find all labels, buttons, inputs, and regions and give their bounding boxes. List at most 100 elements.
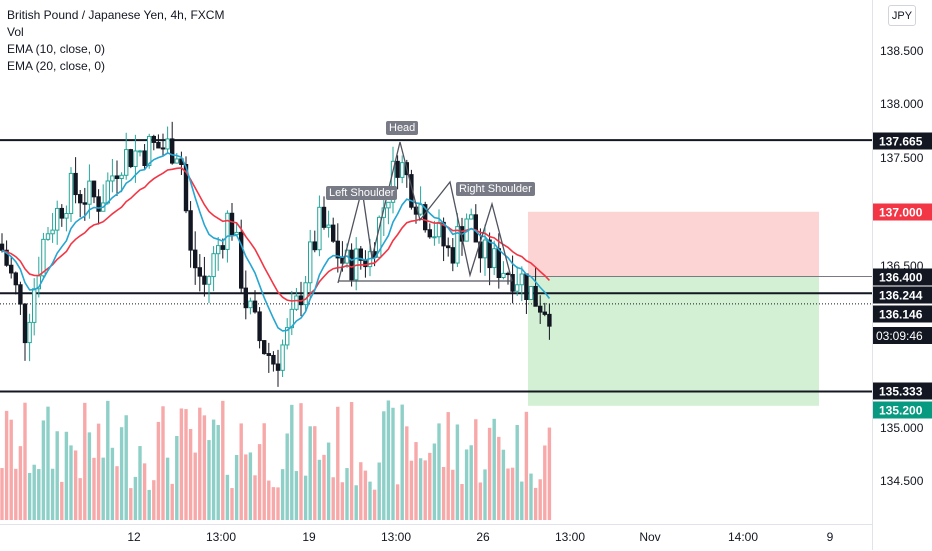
time-tick: 9 [826, 530, 834, 544]
volume-bar [317, 459, 322, 520]
candle-body [174, 158, 180, 164]
volume-bar [303, 475, 308, 520]
volume-bar [515, 424, 519, 520]
volume-bar [119, 427, 124, 520]
candle-body [285, 327, 290, 346]
volume-bar [92, 457, 96, 520]
candle-body [524, 273, 529, 300]
candle-body [390, 160, 396, 203]
volume-indicator-label[interactable]: Vol [7, 25, 24, 39]
stop-loss-zone [528, 211, 819, 277]
symbol-title[interactable]: British Pound / Japanese Yen, 4h, FXCM [7, 8, 225, 22]
ema10-indicator-label[interactable]: EMA (10, close, 0) [7, 42, 106, 56]
candle-body [312, 241, 318, 251]
volume-bar [46, 406, 50, 520]
volume-bar [225, 474, 230, 520]
volume-bar [331, 477, 335, 520]
candle-body [55, 207, 60, 231]
volume-bar [336, 406, 340, 520]
head-label[interactable]: Head [386, 121, 419, 135]
candle-body [542, 311, 547, 315]
candle-body [188, 210, 193, 251]
currency-button[interactable]: JPY [888, 5, 916, 26]
volume-bar [161, 406, 165, 520]
volume-bar [106, 400, 110, 520]
candle-body [239, 231, 244, 289]
candle-body [45, 233, 51, 240]
volume-bar [18, 446, 23, 520]
candle-body [183, 163, 189, 212]
volume-bar [198, 407, 202, 520]
time-axis[interactable] [0, 524, 872, 551]
volume-bar [506, 468, 510, 520]
volume-bar [423, 460, 427, 520]
chart-canvas[interactable] [0, 0, 872, 524]
candle-body [418, 204, 423, 215]
candle-body [487, 239, 492, 269]
candle-body [119, 174, 124, 180]
volume-bar [395, 484, 400, 520]
volume-bar [142, 463, 147, 520]
volume-bar [179, 408, 184, 520]
candle-body [216, 245, 221, 255]
volume-bar [262, 423, 266, 520]
candle-body [446, 245, 451, 249]
candle-body [68, 172, 74, 215]
candle-body [114, 175, 120, 180]
volume-bar [363, 470, 368, 520]
candle-body [137, 150, 143, 153]
volume-bar [271, 487, 276, 520]
volume-bar [37, 469, 41, 520]
candle-body [528, 285, 534, 300]
volume-bar [418, 458, 423, 520]
volume-bar [377, 462, 381, 520]
volume-bar [230, 488, 234, 520]
volume-bar [184, 409, 188, 520]
chart-pane[interactable]: British Pound / Japanese Yen, 4h, FXCM V… [0, 0, 872, 524]
volume-bar [83, 402, 87, 520]
time-tick: 13:00 [380, 530, 412, 544]
volume-bar [400, 404, 404, 520]
candle-body [427, 229, 433, 238]
volume-bar [253, 475, 257, 520]
time-tick: 14:00 [727, 530, 759, 544]
volume-bar [446, 412, 450, 520]
volume-bar [193, 452, 197, 520]
candle-body [515, 284, 520, 292]
candle-body [294, 295, 299, 310]
volume-bar [501, 449, 506, 520]
current-price-label: 136.146 [873, 305, 932, 323]
ema20-indicator-label[interactable]: EMA (20, close, 0) [7, 59, 106, 73]
candle-body [326, 224, 331, 228]
candle-body [59, 207, 64, 219]
candle-body [455, 226, 460, 264]
volume-bar [382, 411, 386, 520]
volume-bar [165, 457, 170, 520]
candle-body [386, 201, 391, 209]
candle-body [289, 308, 295, 329]
candle-body [82, 202, 87, 205]
volume-bar [308, 426, 312, 520]
candle-body [87, 180, 92, 205]
candle-body [147, 135, 152, 167]
candle-body [432, 236, 437, 239]
volume-bar [492, 418, 496, 520]
ema10-line [1, 151, 551, 332]
left-shoulder-label[interactable]: Left Shoulder [326, 186, 398, 200]
price-tick: 137.500 [880, 151, 924, 165]
right-shoulder-label[interactable]: Right Shoulder [456, 182, 535, 196]
candle-body [501, 272, 506, 279]
candle-body [331, 224, 336, 242]
volume-bar [460, 483, 464, 520]
volume-bar [170, 483, 174, 520]
volume-bar [211, 419, 216, 520]
candle-body [349, 249, 354, 281]
candle-body [538, 305, 543, 313]
candle-body [151, 135, 157, 143]
volume-bar [349, 402, 354, 520]
price-tick: 138.500 [880, 44, 924, 58]
candle-body [73, 172, 78, 196]
candle-body [335, 240, 341, 259]
volume-bar [147, 489, 151, 520]
take-profit-price-label: 135.200 [873, 401, 932, 419]
